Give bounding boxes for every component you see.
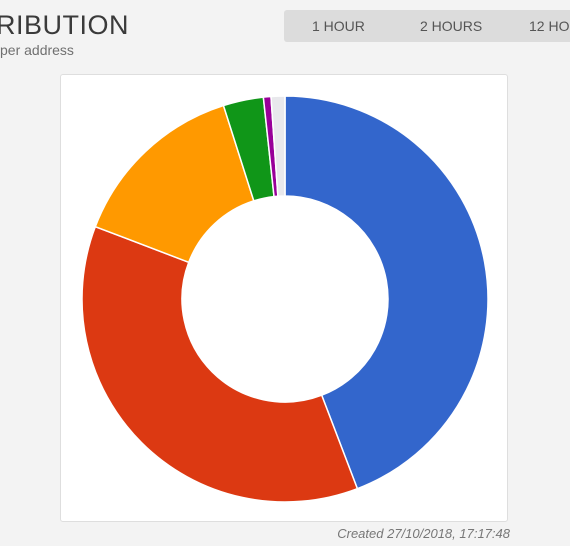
page-title: RIBUTION — [0, 10, 130, 40]
time-range-tabs: 1 HOUR 2 HOURS 12 HO — [284, 10, 570, 42]
tab-12-hours[interactable]: 12 HO — [529, 18, 570, 34]
pie-slice-2[interactable] — [81, 225, 359, 503]
donut-chart — [81, 95, 489, 503]
pie-slice-3[interactable] — [94, 104, 255, 264]
page-subtitle: per address — [0, 42, 74, 58]
created-timestamp: Created 27/10/2018, 17:17:48 — [337, 526, 510, 541]
pie-slice-1[interactable] — [284, 95, 489, 490]
tab-2-hours[interactable]: 2 HOURS — [420, 18, 483, 34]
chart-card — [60, 74, 508, 522]
tab-1-hour[interactable]: 1 HOUR — [312, 18, 365, 34]
pie-slice-6[interactable] — [270, 95, 286, 198]
